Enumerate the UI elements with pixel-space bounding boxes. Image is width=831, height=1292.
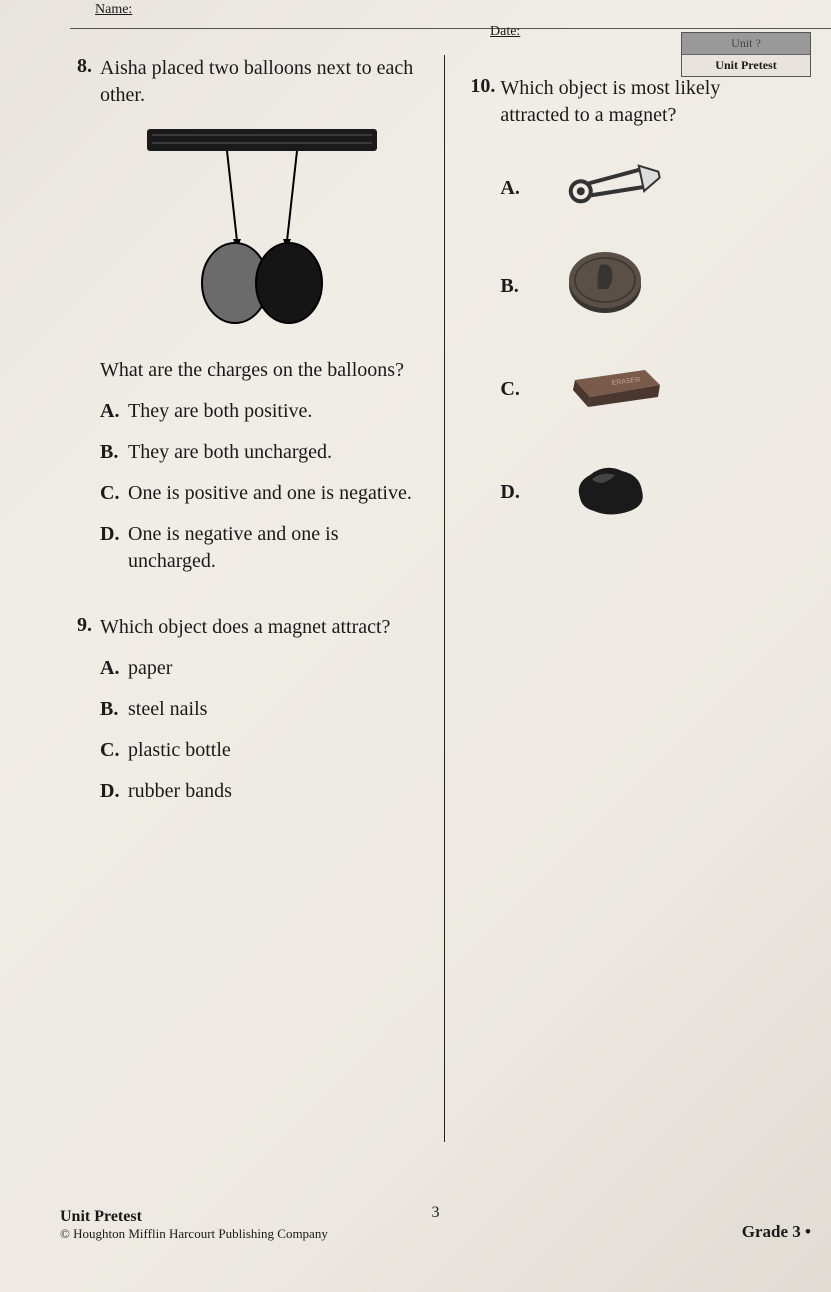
option-text: plastic bottle (128, 737, 424, 764)
question-10: 10. Which object is most likely attracte… (470, 75, 791, 561)
q9-option-a[interactable]: A. paper (100, 655, 424, 682)
option-text: One is negative and one is uncharged. (128, 521, 424, 575)
footer-page-number: 3 (432, 1204, 440, 1222)
option-letter: B. (100, 696, 128, 723)
q10-number: 10. (470, 75, 500, 561)
option-letter: C. (100, 737, 128, 764)
option-letter: D. (100, 521, 128, 575)
option-text: They are both positive. (128, 398, 424, 425)
option-letter: D. (100, 778, 128, 805)
q9-number: 9. (70, 614, 100, 819)
footer-grade: Grade 3 • (742, 1222, 811, 1242)
q8-option-b[interactable]: B. They are both uncharged. (100, 439, 424, 466)
q8-figure (100, 121, 424, 339)
rock-icon (560, 453, 660, 523)
q10-option-a[interactable]: A. (500, 159, 791, 217)
option-letter: A. (500, 175, 540, 202)
option-letter: A. (100, 398, 128, 425)
q10-option-c[interactable]: C. ERASER (500, 355, 791, 423)
option-text: steel nails (128, 696, 424, 723)
q10-option-d[interactable]: D. (500, 453, 791, 531)
q8-option-d[interactable]: D. One is negative and one is uncharged. (100, 521, 424, 575)
option-letter: A. (100, 655, 128, 682)
q8-option-a[interactable]: A. They are both positive. (100, 398, 424, 425)
option-text: They are both uncharged. (128, 439, 424, 466)
footer-left: Unit Pretest © Houghton Mifflin Harcourt… (60, 1208, 328, 1242)
question-8: 8. Aisha placed two balloons next to eac… (70, 55, 424, 589)
footer-copyright: © Houghton Mifflin Harcourt Publishing C… (60, 1226, 328, 1242)
option-letter: C. (100, 480, 128, 507)
option-letter: C. (500, 376, 540, 403)
date-label: Date: (490, 24, 520, 40)
q9-option-c[interactable]: C. plastic bottle (100, 737, 424, 764)
q8-option-c[interactable]: C. One is positive and one is negative. (100, 480, 424, 507)
eraser-icon: ERASER (560, 355, 670, 415)
header-rule (70, 28, 831, 29)
option-letter: B. (500, 273, 540, 300)
option-text: paper (128, 655, 424, 682)
option-letter: D. (500, 479, 540, 506)
option-letter: B. (100, 439, 128, 466)
q8-number: 8. (70, 55, 100, 589)
q9-option-d[interactable]: D. rubber bands (100, 778, 424, 805)
safety-pin-icon (560, 159, 670, 209)
q8-text: Aisha placed two balloons next to each o… (100, 55, 424, 109)
option-text: rubber bands (128, 778, 424, 805)
q8-subtext: What are the charges on the balloons? (100, 357, 424, 384)
unit-top: Unit ? (682, 33, 810, 55)
footer-title: Unit Pretest (60, 1208, 328, 1226)
q9-option-b[interactable]: B. steel nails (100, 696, 424, 723)
q10-option-b[interactable]: B. (500, 247, 791, 325)
question-9: 9. Which object does a magnet attract? A… (70, 614, 424, 819)
penny-icon (560, 247, 650, 317)
q9-text: Which object does a magnet attract? (100, 614, 424, 641)
option-text: One is positive and one is negative. (128, 480, 424, 507)
q10-text: Which object is most likely attracted to… (500, 75, 791, 129)
name-label: Name: (95, 2, 132, 18)
